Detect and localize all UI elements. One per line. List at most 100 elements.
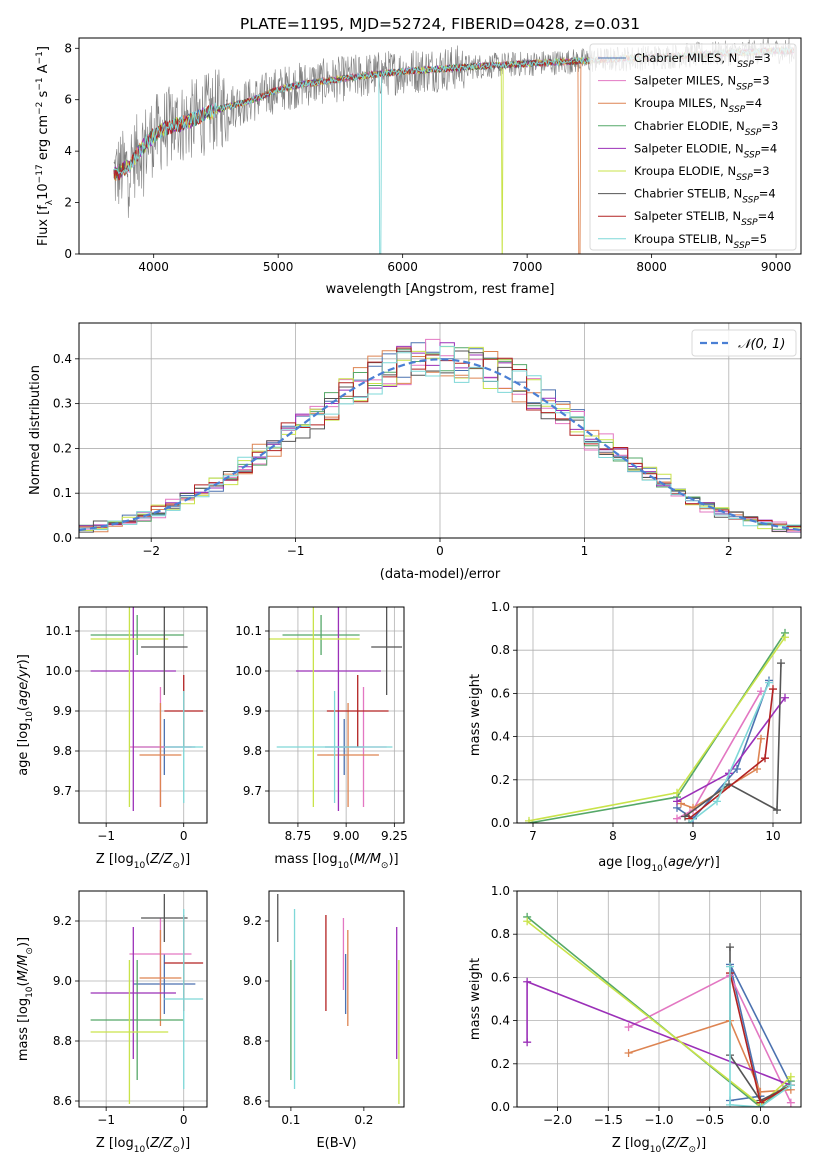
plot-area-age_vs_z [90,607,204,811]
legend-spectrum: Chabrier MILES, NSSP=3 Salpeter MILES, NS… [589,43,797,251]
axes-frame [78,890,208,1108]
weight-line [688,682,770,823]
weight-marker [753,765,761,773]
y-tick-label: 8.8 [243,1034,262,1048]
weight-marker [757,734,765,743]
y-tick-label: 1.0 [491,884,510,898]
axes-frame [268,890,405,1108]
x-tick-label: 9.25 [381,829,408,843]
y-axis-label: age [log10(age/yr)] [16,654,35,776]
y-tick-label: 10.1 [235,624,262,638]
plot-area-mass_vs_ebv [277,894,400,1104]
x-tick-label: −1 [287,544,305,558]
x-tick-label: 0 [180,1113,188,1127]
weights-salpeter_stelib [685,685,777,823]
legend-label: Kroupa MILES, NSSP=4 [634,96,762,115]
y-tick-label: 9.0 [53,974,72,988]
panel-spectrum: 4000 5000 6000 7000 8000 9000 0 2 4 6 8 wavelength … [35,37,802,297]
grid-mass_weight_vs_z [517,890,801,1108]
weight-marker [673,797,681,806]
plot-area-mass_weight_vs_age [525,628,789,823]
errorbar-chabrier_stelib [141,894,188,942]
x-axis-label: (data-model)/error [380,567,501,582]
plot-area-residuals [79,338,801,533]
weight-marker [733,765,741,773]
x-axis-label: E(B-V) [316,1136,356,1151]
x-tick-label: 0.0 [751,1113,770,1127]
weight-line [729,966,792,1107]
weight-marker [773,806,781,815]
legend-label: Kroupa STELIB, NSSP=5 [634,232,767,251]
y-tick-label: 10.0 [45,664,72,678]
x-tick-label: −1.5 [594,1113,623,1127]
weight-marker [761,754,769,763]
x-tick-label: 2 [725,544,733,558]
y-tick-label: 0.0 [53,531,72,545]
panel-mass_vs_z: −1 0 8.6 8.8 9.0 9.2 Z [log10(Z/Z⊙)] mass [log1… [16,890,208,1155]
panel-age_vs_mass: 8.75 9.00 9.25 9.7 9.8 9.9 10.0 10.1 mass [log10… [235,606,408,871]
plot-area-mass_vs_z [90,894,204,1104]
weight-marker [786,1072,795,1081]
legend-label: Chabrier ELODIE, NSSP=3 [634,119,778,138]
y-tick-label: 1.0 [491,600,510,614]
errorbar-chabrier_stelib [141,607,188,695]
y-tick-label: 9.7 [53,784,72,798]
weight-line [680,738,762,809]
x-tick-label: −1 [97,1113,115,1127]
errorbar-kroupa_miles [139,703,182,807]
weight-marker [673,814,681,823]
errorbar-kroupa_elodie [269,607,360,807]
y-tick-label: 0.2 [491,1057,510,1071]
y-tick-label: 9.9 [53,704,72,718]
y-tick-label: 0.4 [53,352,72,366]
weight-marker [757,687,765,696]
gaussian-curve [79,358,801,532]
x-axis-label: Z [log10(Z/Z⊙)] [612,1136,706,1155]
x-axis-label: wavelength [Angstrom, rest frame] [326,282,555,297]
x-tick-label: 7 [529,829,537,843]
y-tick-label: 0.4 [491,730,510,744]
y-tick-label: 2 [64,196,72,210]
x-tick-label: 4000 [138,260,169,274]
errorbar-salpeter_elodie [90,927,176,1059]
y-tick-label: 8.8 [53,1034,72,1048]
errorbar-kroupa_elodie [90,960,169,1104]
y-tick-label: 0.8 [491,643,510,657]
y-tick-label: 8 [64,41,72,55]
y-tick-label: 8.6 [53,1094,72,1108]
y-axis-label: Flux [fλ10−17 erg cm−2 s−1 A−1] [35,46,55,246]
weight-marker [781,633,789,642]
y-tick-label: 9.2 [243,914,262,928]
weights-salpeter_miles [673,687,765,823]
errorbar-kroupa_elodie [90,607,169,807]
weight-marker [525,816,533,823]
y-tick-label: 10.0 [235,664,262,678]
y-tick-label: 0.2 [53,441,72,455]
x-tick-label: 1 [581,544,589,558]
x-tick-label: −0.5 [695,1113,724,1127]
figure-title: PLATE=1195, MJD=52724, FIBERID=0428, z=0… [240,15,640,33]
y-tick-label: 0.0 [491,1100,510,1114]
x-tick-label: 0 [180,829,188,843]
histogram-kroupa_stelib [79,345,801,531]
legend-label: Salpeter STELIB, NSSP=4 [634,209,775,228]
weight-marker [756,1103,765,1107]
x-tick-label: −2 [142,544,160,558]
y-tick-label: 0.2 [491,773,510,787]
plot-area-mass_weight_vs_z [523,912,795,1107]
legend-label: Kroupa ELODIE, NSSP=3 [634,164,770,183]
legend-label: Salpeter ELODIE, NSSP=4 [634,141,777,160]
x-tick-label: 9 [689,829,697,843]
y-tick-label: 4 [64,144,72,158]
x-tick-label: 0 [436,544,444,558]
errorbar-salpeter_elodie [90,607,176,811]
plot-area-age_vs_mass [269,607,403,811]
y-tick-label: 0.6 [491,970,510,984]
y-tick-label: 0.0 [491,816,510,830]
x-tick-label: 5000 [263,260,294,274]
weight-marker [523,917,532,926]
x-tick-label: −1 [97,829,115,843]
weight-line [676,690,762,820]
y-tick-label: 0.6 [491,686,510,700]
y-axis-label: mass [log10(M/M⊙)] [16,937,35,1061]
